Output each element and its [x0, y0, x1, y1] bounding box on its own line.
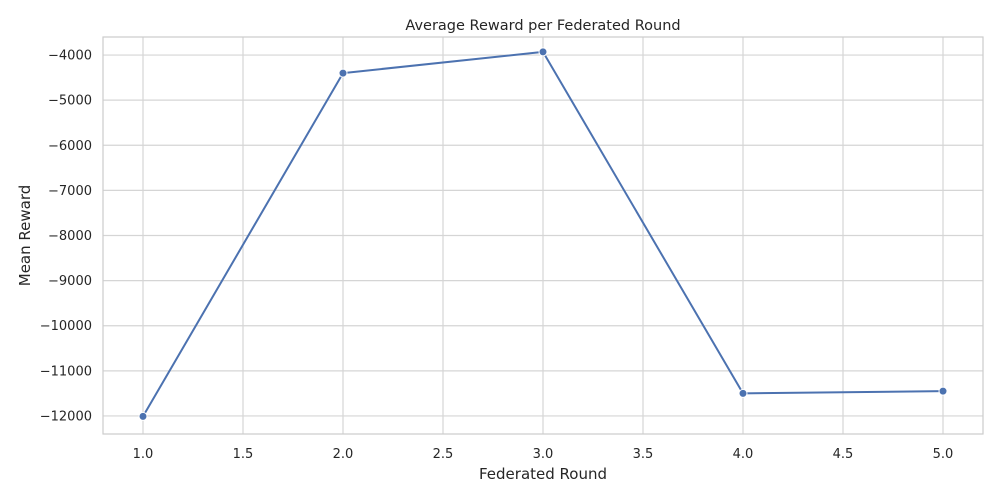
- y-tick-label: −9000: [48, 274, 92, 289]
- data-point: [538, 47, 548, 57]
- y-tick-label: −8000: [48, 229, 92, 244]
- x-tick-label: 1.5: [233, 447, 254, 462]
- x-tick-label: 4.0: [733, 447, 754, 462]
- data-point: [938, 386, 948, 396]
- y-tick-label: −5000: [48, 94, 92, 109]
- data-point: [338, 68, 348, 78]
- data-point: [738, 388, 748, 398]
- x-axis-label: Federated Round: [479, 465, 607, 483]
- x-tick-label: 4.5: [833, 447, 854, 462]
- grid-layer: [103, 37, 983, 434]
- x-tick-label: 5.0: [933, 447, 954, 462]
- series-layer: [138, 47, 948, 421]
- y-tick-label: −11000: [40, 364, 92, 379]
- x-tick-label: 2.5: [433, 447, 454, 462]
- y-tick-labels: −12000 −11000 −10000 −9000 −8000 −7000 −6000 −5…: [40, 49, 92, 425]
- x-tick-label: 2.0: [333, 447, 354, 462]
- x-tick-label: 3.0: [533, 447, 554, 462]
- y-tick-label: −12000: [40, 409, 92, 424]
- y-tick-label: −4000: [48, 49, 92, 64]
- x-tick-labels: 1.0 1.5 2.0 2.5 3.0 3.5 4.0 4.5 5.0: [133, 447, 954, 462]
- chart-title: Average Reward per Federated Round: [405, 18, 680, 34]
- x-tick-label: 1.0: [133, 447, 154, 462]
- y-tick-label: −7000: [48, 184, 92, 199]
- y-tick-label: −6000: [48, 139, 92, 154]
- plot-frame: [102, 36, 984, 435]
- data-point: [138, 411, 148, 421]
- x-tick-label: 3.5: [633, 447, 654, 462]
- y-tick-label: −10000: [40, 319, 92, 334]
- y-axis-label: Mean Reward: [16, 185, 34, 287]
